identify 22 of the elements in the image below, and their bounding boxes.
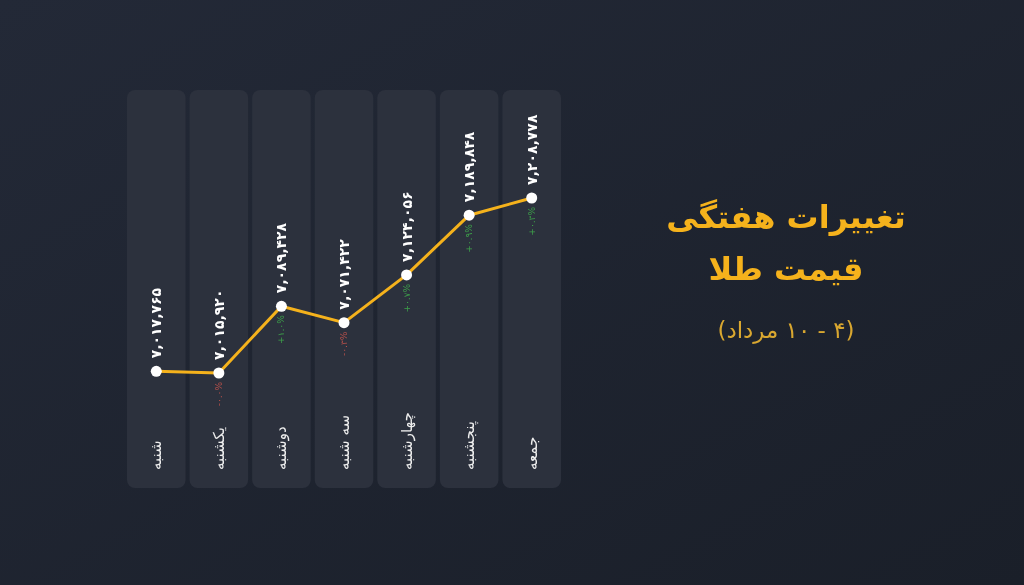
value-label: ۷,۰۱۷,۷۶۵ — [148, 287, 165, 359]
annotation: +۰.۹% — [464, 224, 475, 253]
category-label: سه شنبه — [335, 414, 353, 470]
category-label: دوشنبه — [272, 426, 291, 470]
annotation: +۰.۷% — [401, 283, 412, 313]
value-label: ۷,۱۲۴,۰۵۶ — [398, 191, 415, 262]
category-label: شنبه — [147, 440, 166, 470]
subtitle: (۴ - ۱۰ مرداد) — [717, 317, 855, 343]
category-label: یکشنبه — [209, 427, 228, 470]
category-label: چهارشنبه — [397, 412, 416, 470]
category-label: پنجشنبه — [460, 421, 479, 470]
annotation: -۰.۳% — [339, 331, 349, 356]
category-label: جمعه — [522, 436, 541, 470]
value-label: ۷,۰۸۹,۴۲۸ — [273, 222, 290, 294]
annotation: +۱.۰% — [276, 315, 287, 344]
annotation: -۰.۰% — [213, 382, 224, 407]
value-label: ۷,۲۰۸,۷۷۸ — [523, 114, 540, 185]
annotation: +۰.۳% — [526, 207, 537, 236]
title: تغییرات هفتگی قیمت طلا — [666, 198, 906, 288]
value-label: ۷,۰۱۵,۹۲۰ — [210, 289, 227, 360]
value-label: ۷,۰۷۱,۴۲۲ — [336, 239, 352, 310]
value-label: ۷,۱۸۹,۸۴۸ — [461, 131, 478, 203]
